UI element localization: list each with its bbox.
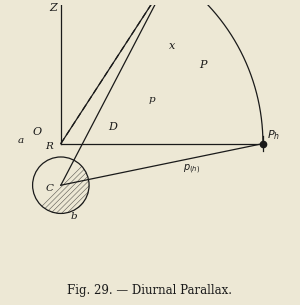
Text: P: P [199,60,206,70]
Text: $P_h$: $P_h$ [267,128,280,142]
Text: p: p [148,95,155,103]
Text: O: O [32,127,41,137]
Text: $p_{(h)}$: $p_{(h)}$ [183,163,200,176]
Text: a: a [18,136,24,145]
Text: b: b [71,212,77,221]
Text: Fig. 29. — Diurnal Parallax.: Fig. 29. — Diurnal Parallax. [68,284,232,297]
Text: Z: Z [50,3,57,13]
Text: x: x [169,41,175,52]
Text: C: C [45,184,53,193]
Text: R: R [46,142,53,151]
Text: D: D [108,122,117,132]
